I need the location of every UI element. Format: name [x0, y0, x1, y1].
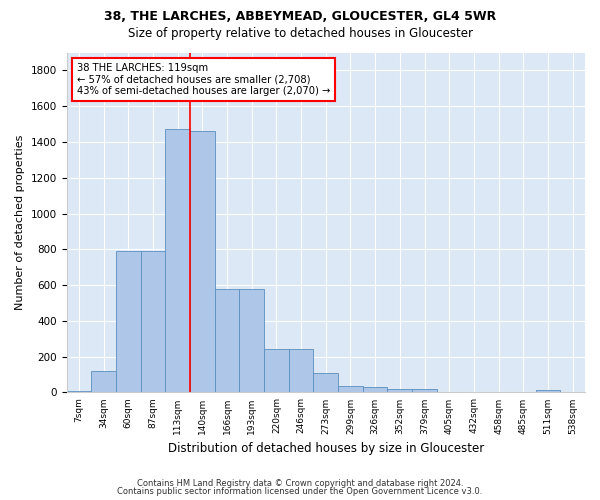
Text: Contains HM Land Registry data © Crown copyright and database right 2024.: Contains HM Land Registry data © Crown c…	[137, 478, 463, 488]
Bar	[140, 251, 165, 392]
Bar	[313, 373, 338, 392]
Bar	[289, 348, 313, 393]
Text: Size of property relative to detached houses in Gloucester: Size of property relative to detached ho…	[128, 28, 473, 40]
Bar	[190, 131, 215, 392]
Bar	[338, 386, 363, 392]
Bar	[116, 251, 140, 392]
Bar	[388, 389, 412, 392]
Bar	[239, 288, 264, 393]
Bar	[536, 390, 560, 392]
Bar	[91, 371, 116, 392]
Text: Contains public sector information licensed under the Open Government Licence v3: Contains public sector information licen…	[118, 487, 482, 496]
Bar	[165, 130, 190, 392]
Bar	[264, 348, 289, 393]
Bar	[67, 390, 91, 392]
Y-axis label: Number of detached properties: Number of detached properties	[15, 135, 25, 310]
Bar	[215, 288, 239, 393]
Bar	[412, 389, 437, 392]
Text: 38 THE LARCHES: 119sqm
← 57% of detached houses are smaller (2,708)
43% of semi-: 38 THE LARCHES: 119sqm ← 57% of detached…	[77, 62, 330, 96]
Bar	[363, 387, 388, 392]
Text: 38, THE LARCHES, ABBEYMEAD, GLOUCESTER, GL4 5WR: 38, THE LARCHES, ABBEYMEAD, GLOUCESTER, …	[104, 10, 496, 23]
X-axis label: Distribution of detached houses by size in Gloucester: Distribution of detached houses by size …	[167, 442, 484, 455]
